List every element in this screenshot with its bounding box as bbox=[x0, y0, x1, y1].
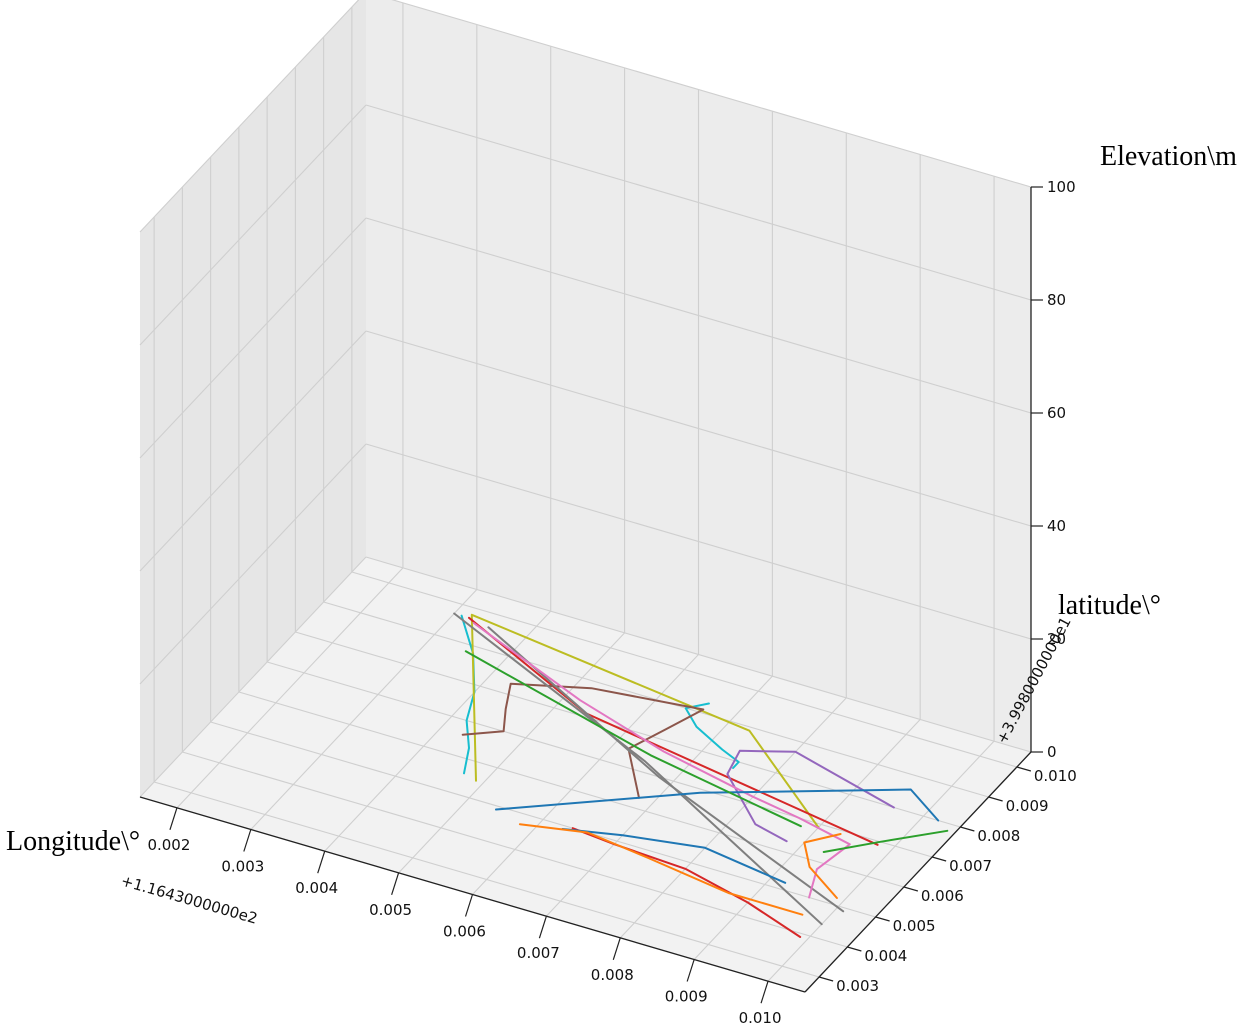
x-tick-label: 0.009 bbox=[665, 988, 708, 1006]
y-tick-label: 0.006 bbox=[921, 887, 964, 905]
grid-line bbox=[238, 691, 905, 888]
x-tick-mark bbox=[464, 894, 474, 917]
series-line-9 bbox=[487, 626, 845, 913]
x-tick-label: 0.002 bbox=[147, 836, 190, 854]
y-axis-label: latitude\° bbox=[1058, 590, 1161, 621]
grid-line bbox=[323, 601, 989, 798]
y-tick-mark bbox=[847, 946, 862, 952]
grid-lines bbox=[139, 0, 1032, 982]
grid-line bbox=[139, 443, 367, 685]
grid-line bbox=[182, 751, 848, 948]
y-tick-mark bbox=[818, 976, 834, 982]
y-tick-label: 0.004 bbox=[864, 947, 907, 965]
y-tick-label: 0.007 bbox=[949, 857, 992, 875]
z-axis-label: Elevation\m bbox=[1100, 141, 1237, 172]
x-axis-label: Longitude\° bbox=[6, 826, 140, 857]
grid-line bbox=[365, 330, 1032, 527]
y-tick-mark bbox=[960, 826, 975, 832]
grid-line bbox=[391, 0, 1032, 188]
y-tick-mark bbox=[1016, 766, 1032, 772]
x-tick-mark bbox=[612, 937, 621, 961]
grid-line bbox=[139, 104, 367, 346]
z-tick-label: 20 bbox=[1047, 630, 1066, 648]
x-tick-label: 0.005 bbox=[369, 901, 412, 919]
series-line-10 bbox=[472, 622, 851, 899]
grid-line bbox=[398, 632, 626, 874]
grid-line bbox=[139, 217, 367, 459]
series-line-3 bbox=[470, 613, 820, 829]
x-tick-mark bbox=[538, 915, 547, 939]
x-tick-mark bbox=[317, 850, 326, 874]
y-axis-line bbox=[804, 751, 1032, 993]
grid-line bbox=[767, 740, 995, 982]
grid-line bbox=[139, 556, 367, 798]
pane-left bbox=[140, 0, 366, 797]
z-tick-label: 60 bbox=[1047, 404, 1066, 422]
x-tick-label: 0.003 bbox=[221, 858, 264, 876]
series-line-6 bbox=[461, 682, 705, 799]
series-line-12 bbox=[561, 828, 787, 884]
x-tick-mark bbox=[243, 829, 252, 852]
grid-line bbox=[250, 589, 478, 830]
grid-line bbox=[365, 104, 1032, 301]
x-tick-mark bbox=[760, 980, 769, 1004]
x-tick-mark bbox=[169, 807, 178, 831]
series-line-16 bbox=[803, 833, 842, 899]
x-tick-mark bbox=[391, 872, 400, 896]
grid-line bbox=[365, 556, 1032, 753]
x-tick-label: 0.008 bbox=[591, 966, 634, 984]
x-tick-label: 0.004 bbox=[295, 879, 338, 897]
grid-line bbox=[176, 567, 404, 809]
grid-line bbox=[619, 697, 847, 939]
x-tick-label: 0.007 bbox=[517, 944, 560, 962]
x-tick-mark bbox=[686, 959, 695, 982]
grid-line bbox=[210, 721, 876, 918]
series-line-14 bbox=[822, 829, 949, 853]
y-tick-mark bbox=[875, 916, 890, 922]
series-line-8 bbox=[453, 612, 823, 926]
grid-line bbox=[266, 661, 933, 858]
z-tick-label: 40 bbox=[1047, 517, 1066, 535]
grid-line bbox=[153, 781, 820, 978]
grid-line bbox=[365, 217, 1032, 414]
y-tick-mark bbox=[931, 856, 947, 862]
series-line-15 bbox=[518, 823, 804, 916]
y-tick-mark bbox=[903, 886, 919, 892]
x-offset-label: +1.1643000000e2 bbox=[119, 872, 260, 928]
z-tick-label: 100 bbox=[1047, 178, 1076, 196]
series-line-11 bbox=[495, 788, 940, 822]
y-tick-label: 0.008 bbox=[977, 827, 1020, 845]
x-tick-label: 0.010 bbox=[739, 1009, 782, 1027]
series-line-13 bbox=[464, 650, 802, 828]
y-tick-label: 0.010 bbox=[1034, 767, 1077, 785]
grid-line bbox=[351, 571, 1018, 768]
series-group bbox=[453, 612, 949, 938]
y-tick-label: 0.009 bbox=[1006, 797, 1049, 815]
grid-line bbox=[139, 0, 360, 233]
x-tick-label: 0.006 bbox=[443, 923, 486, 941]
y-tick-label: 0.005 bbox=[893, 917, 936, 935]
grid-line bbox=[693, 719, 921, 960]
y-tick-mark bbox=[988, 796, 1003, 802]
z-tick-label: 0 bbox=[1047, 743, 1057, 761]
grid-line bbox=[365, 443, 1032, 640]
y-tick-label: 0.003 bbox=[836, 977, 879, 995]
series-line-1 bbox=[460, 614, 476, 775]
z-tick-label: 80 bbox=[1047, 291, 1066, 309]
series-line-7 bbox=[726, 749, 895, 843]
grid-line bbox=[139, 330, 367, 572]
axis-lines bbox=[139, 186, 1043, 1004]
